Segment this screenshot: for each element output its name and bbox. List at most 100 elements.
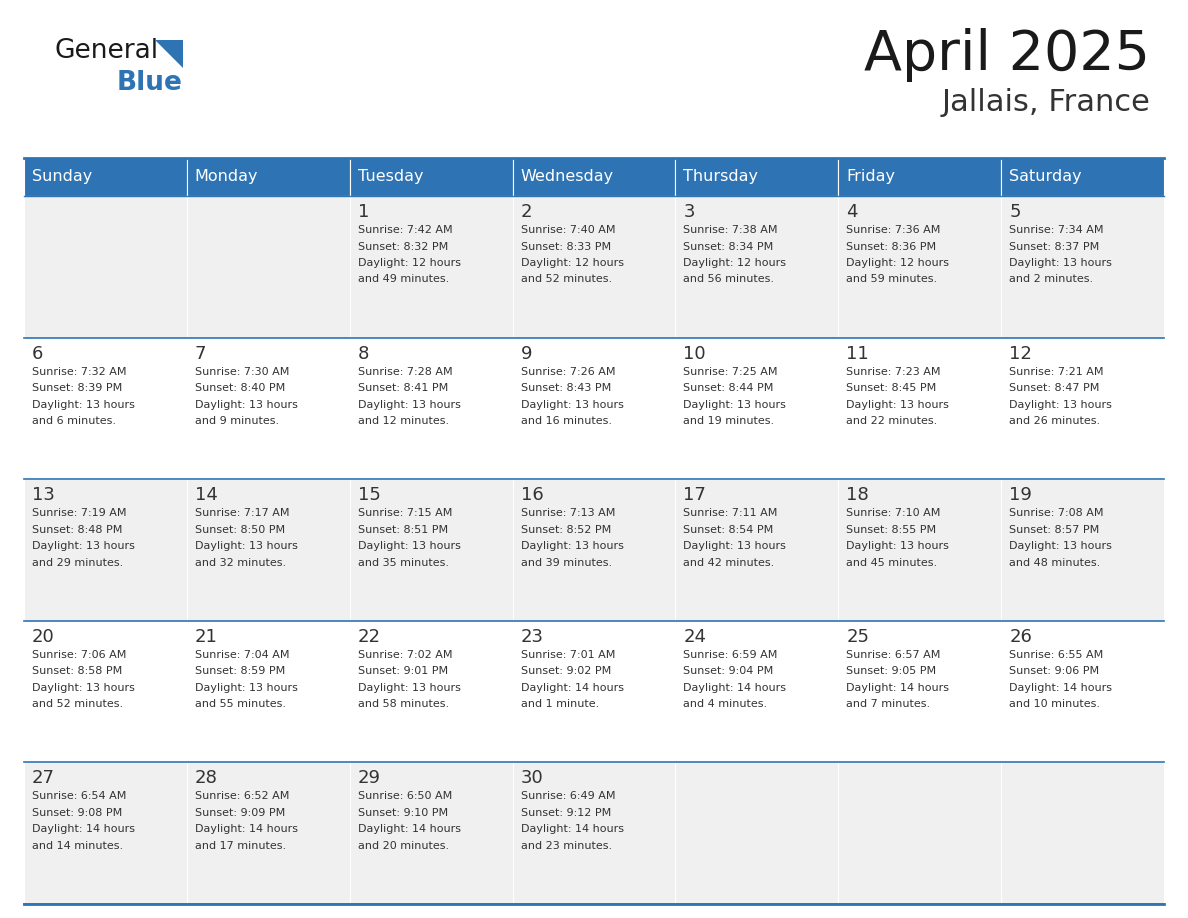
Text: Sunset: 8:59 PM: Sunset: 8:59 PM bbox=[195, 666, 285, 677]
Text: Daylight: 13 hours: Daylight: 13 hours bbox=[683, 542, 786, 551]
Text: and 49 minutes.: and 49 minutes. bbox=[358, 274, 449, 285]
Text: and 52 minutes.: and 52 minutes. bbox=[520, 274, 612, 285]
Bar bbox=[349, 158, 512, 196]
Bar bbox=[24, 338, 187, 479]
Bar bbox=[24, 158, 187, 196]
Text: Sunset: 8:48 PM: Sunset: 8:48 PM bbox=[32, 525, 122, 534]
Text: Sunset: 8:55 PM: Sunset: 8:55 PM bbox=[846, 525, 936, 534]
Text: and 12 minutes.: and 12 minutes. bbox=[358, 416, 449, 426]
Text: Sunrise: 7:23 AM: Sunrise: 7:23 AM bbox=[846, 366, 941, 376]
Text: and 39 minutes.: and 39 minutes. bbox=[520, 558, 612, 567]
Text: Sunrise: 7:30 AM: Sunrise: 7:30 AM bbox=[195, 366, 289, 376]
Text: Sunset: 8:37 PM: Sunset: 8:37 PM bbox=[1009, 241, 1099, 252]
Text: 13: 13 bbox=[32, 487, 55, 504]
Bar bbox=[187, 621, 349, 763]
Text: and 20 minutes.: and 20 minutes. bbox=[358, 841, 449, 851]
Bar bbox=[24, 196, 187, 338]
Text: Sunrise: 7:15 AM: Sunrise: 7:15 AM bbox=[358, 509, 453, 518]
Text: and 23 minutes.: and 23 minutes. bbox=[520, 841, 612, 851]
Text: Sunrise: 7:08 AM: Sunrise: 7:08 AM bbox=[1009, 509, 1104, 518]
Text: Daylight: 13 hours: Daylight: 13 hours bbox=[32, 542, 135, 551]
Text: Sunset: 8:41 PM: Sunset: 8:41 PM bbox=[358, 383, 448, 393]
Text: Sunrise: 6:54 AM: Sunrise: 6:54 AM bbox=[32, 791, 126, 801]
Text: and 1 minute.: and 1 minute. bbox=[520, 700, 599, 710]
Text: Daylight: 12 hours: Daylight: 12 hours bbox=[846, 258, 949, 268]
Bar bbox=[676, 621, 839, 763]
Text: Sunset: 9:09 PM: Sunset: 9:09 PM bbox=[195, 808, 285, 818]
Text: and 14 minutes.: and 14 minutes. bbox=[32, 841, 124, 851]
Bar bbox=[187, 479, 349, 621]
Text: Daylight: 13 hours: Daylight: 13 hours bbox=[358, 399, 461, 409]
Text: Sunrise: 7:19 AM: Sunrise: 7:19 AM bbox=[32, 509, 126, 518]
Text: Sunset: 9:01 PM: Sunset: 9:01 PM bbox=[358, 666, 448, 677]
Text: and 16 minutes.: and 16 minutes. bbox=[520, 416, 612, 426]
Bar bbox=[187, 763, 349, 904]
Text: Sunset: 8:50 PM: Sunset: 8:50 PM bbox=[195, 525, 285, 534]
Text: Sunset: 8:45 PM: Sunset: 8:45 PM bbox=[846, 383, 936, 393]
Text: 3: 3 bbox=[683, 203, 695, 221]
Text: 12: 12 bbox=[1009, 344, 1032, 363]
Bar bbox=[839, 338, 1001, 479]
Text: Sunrise: 7:40 AM: Sunrise: 7:40 AM bbox=[520, 225, 615, 235]
Text: 11: 11 bbox=[846, 344, 870, 363]
Text: Sunset: 8:34 PM: Sunset: 8:34 PM bbox=[683, 241, 773, 252]
Text: Sunrise: 6:50 AM: Sunrise: 6:50 AM bbox=[358, 791, 451, 801]
Text: 10: 10 bbox=[683, 344, 706, 363]
Text: Sunrise: 7:26 AM: Sunrise: 7:26 AM bbox=[520, 366, 615, 376]
Text: and 10 minutes.: and 10 minutes. bbox=[1009, 700, 1100, 710]
Text: Daylight: 14 hours: Daylight: 14 hours bbox=[32, 824, 135, 834]
Text: and 59 minutes.: and 59 minutes. bbox=[846, 274, 937, 285]
Text: Sunrise: 7:10 AM: Sunrise: 7:10 AM bbox=[846, 509, 941, 518]
Text: 16: 16 bbox=[520, 487, 543, 504]
Bar bbox=[1001, 479, 1164, 621]
Text: 1: 1 bbox=[358, 203, 369, 221]
Bar bbox=[349, 196, 512, 338]
Text: Jallais, France: Jallais, France bbox=[941, 88, 1150, 117]
Text: Sunset: 9:04 PM: Sunset: 9:04 PM bbox=[683, 666, 773, 677]
Text: Sunday: Sunday bbox=[32, 170, 93, 185]
Text: 2: 2 bbox=[520, 203, 532, 221]
Text: 22: 22 bbox=[358, 628, 380, 645]
Bar bbox=[24, 621, 187, 763]
Text: Daylight: 14 hours: Daylight: 14 hours bbox=[846, 683, 949, 693]
Text: and 7 minutes.: and 7 minutes. bbox=[846, 700, 930, 710]
Bar bbox=[839, 479, 1001, 621]
Bar bbox=[187, 338, 349, 479]
Text: Sunrise: 6:57 AM: Sunrise: 6:57 AM bbox=[846, 650, 941, 660]
Text: Sunrise: 6:49 AM: Sunrise: 6:49 AM bbox=[520, 791, 615, 801]
Text: 29: 29 bbox=[358, 769, 380, 788]
Text: Sunrise: 7:01 AM: Sunrise: 7:01 AM bbox=[520, 650, 615, 660]
Text: 21: 21 bbox=[195, 628, 217, 645]
Text: Sunrise: 7:28 AM: Sunrise: 7:28 AM bbox=[358, 366, 453, 376]
Text: Daylight: 13 hours: Daylight: 13 hours bbox=[1009, 258, 1112, 268]
Text: 23: 23 bbox=[520, 628, 544, 645]
Text: Sunset: 8:58 PM: Sunset: 8:58 PM bbox=[32, 666, 122, 677]
Text: and 45 minutes.: and 45 minutes. bbox=[846, 558, 937, 567]
Text: Daylight: 13 hours: Daylight: 13 hours bbox=[846, 399, 949, 409]
Bar bbox=[839, 196, 1001, 338]
Text: Sunrise: 7:34 AM: Sunrise: 7:34 AM bbox=[1009, 225, 1104, 235]
Text: Daylight: 12 hours: Daylight: 12 hours bbox=[683, 258, 786, 268]
Text: Sunset: 8:36 PM: Sunset: 8:36 PM bbox=[846, 241, 936, 252]
Bar bbox=[512, 479, 676, 621]
Bar bbox=[676, 196, 839, 338]
Bar bbox=[676, 338, 839, 479]
Bar bbox=[676, 479, 839, 621]
Bar bbox=[512, 621, 676, 763]
Text: 14: 14 bbox=[195, 487, 217, 504]
Bar bbox=[676, 158, 839, 196]
Text: Sunset: 8:44 PM: Sunset: 8:44 PM bbox=[683, 383, 773, 393]
Text: Daylight: 13 hours: Daylight: 13 hours bbox=[195, 683, 298, 693]
Text: and 58 minutes.: and 58 minutes. bbox=[358, 700, 449, 710]
Text: 28: 28 bbox=[195, 769, 217, 788]
Text: Sunrise: 7:02 AM: Sunrise: 7:02 AM bbox=[358, 650, 453, 660]
Text: Daylight: 13 hours: Daylight: 13 hours bbox=[683, 399, 786, 409]
Text: Sunrise: 6:59 AM: Sunrise: 6:59 AM bbox=[683, 650, 778, 660]
Text: 4: 4 bbox=[846, 203, 858, 221]
Text: Daylight: 13 hours: Daylight: 13 hours bbox=[1009, 542, 1112, 551]
Text: Daylight: 13 hours: Daylight: 13 hours bbox=[520, 542, 624, 551]
Text: Sunrise: 7:38 AM: Sunrise: 7:38 AM bbox=[683, 225, 778, 235]
Text: and 55 minutes.: and 55 minutes. bbox=[195, 700, 286, 710]
Text: April 2025: April 2025 bbox=[864, 28, 1150, 82]
Text: Sunset: 9:05 PM: Sunset: 9:05 PM bbox=[846, 666, 936, 677]
